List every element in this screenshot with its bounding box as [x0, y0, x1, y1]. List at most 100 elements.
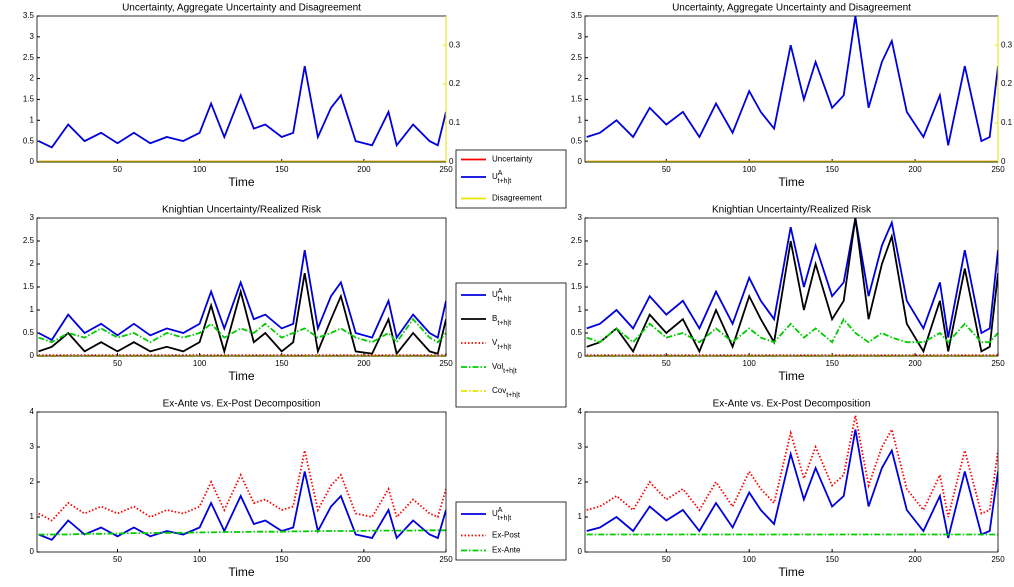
plot-frame [36, 217, 447, 357]
x-tick-label: 150 [275, 555, 289, 564]
x-axis-label: Time [778, 369, 805, 383]
x-tick-label: 150 [825, 165, 839, 174]
legend-label: Bt+h|t [492, 314, 511, 327]
x-tick-label: 150 [825, 359, 839, 368]
series-line [38, 250, 446, 342]
y-tick-label: 0.5 [23, 136, 35, 145]
y2-tick-label: 0.2 [449, 79, 461, 88]
x-tick-label: 150 [825, 555, 839, 564]
y-tick-label: 2.5 [23, 236, 35, 245]
legend-label: Covt+h|t [492, 386, 520, 399]
y-tick-label: 0 [578, 351, 583, 360]
y-tick-label: 1 [30, 115, 35, 124]
y-tick-label: 2 [578, 477, 583, 486]
x-tick-label: 200 [908, 555, 922, 564]
x-tick-label: 50 [662, 555, 671, 564]
x-tick-label: 150 [275, 359, 289, 368]
y2-tick-label: 0.2 [1001, 79, 1013, 88]
x-tick-label: 100 [193, 555, 207, 564]
x-tick-label: 200 [357, 359, 371, 368]
chart-title: Knightian Uncertainty/Realized Risk [162, 205, 322, 216]
y-tick-label: 2 [30, 477, 35, 486]
legend-label: UA t+h|t [492, 288, 511, 303]
x-axis-label: Time [228, 175, 255, 189]
x-axis-label: Time [778, 565, 805, 579]
x-tick-label: 250 [439, 555, 453, 564]
series-line [38, 529, 446, 536]
x-tick-label: 100 [743, 359, 757, 368]
series-line [586, 217, 998, 338]
legend-label: Vt+h|t [492, 338, 511, 351]
y-tick-label: 1.5 [23, 95, 35, 104]
series-line [586, 317, 998, 344]
y-tick-label: 3.5 [571, 11, 583, 20]
series-line [38, 471, 446, 541]
y-tick-label: 0.5 [23, 328, 35, 337]
legend-box [455, 282, 567, 408]
y-tick-label: 1 [30, 305, 35, 314]
series-line [586, 15, 998, 146]
y-tick-label: 2 [578, 259, 583, 268]
y2-tick-label: 0.3 [1001, 40, 1013, 49]
y-tick-label: 1 [578, 115, 583, 124]
y-tick-label: 4 [30, 407, 35, 416]
series-line [586, 217, 998, 354]
x-tick-label: 50 [662, 359, 671, 368]
series-line [38, 317, 446, 344]
legend-label: Ex-Ante [492, 546, 521, 555]
x-tick-label: 250 [439, 359, 453, 368]
y-tick-label: 0 [30, 157, 35, 166]
y-tick-label: 0 [30, 351, 35, 360]
y-tick-label: 2.5 [23, 53, 35, 62]
y-tick-label: 0.5 [571, 328, 583, 337]
chart-title: Uncertainty, Aggregate Uncertainty and D… [122, 3, 361, 14]
series-line [38, 273, 446, 356]
legend-label: Volt+h|t [492, 362, 517, 375]
chart-title: Knightian Uncertainty/Realized Risk [712, 205, 872, 216]
y-tick-label: 3 [578, 213, 583, 222]
y2-tick-label: 0.1 [449, 118, 461, 127]
x-tick-label: 250 [991, 165, 1005, 174]
x-tick-label: 50 [113, 165, 122, 174]
chart-title: Ex-Ante vs. Ex-Post Decomposition [163, 399, 321, 410]
series-line [38, 450, 446, 522]
y-tick-label: 1 [578, 305, 583, 314]
y-tick-label: 3 [30, 213, 35, 222]
plot-frame [584, 411, 999, 553]
x-tick-label: 200 [908, 165, 922, 174]
y-tick-label: 2 [30, 259, 35, 268]
y2-tick-label: 0 [449, 157, 454, 166]
x-tick-label: 50 [113, 555, 122, 564]
x-tick-label: 250 [439, 165, 453, 174]
y-tick-label: 0.5 [571, 136, 583, 145]
y-tick-label: 4 [578, 407, 583, 416]
x-axis-label: Time [778, 175, 805, 189]
y-tick-label: 3.5 [23, 11, 35, 20]
chart-title: Uncertainty, Aggregate Uncertainty and D… [672, 3, 911, 14]
x-tick-label: 100 [743, 555, 757, 564]
y2-tick-label: 0.1 [1001, 118, 1013, 127]
x-tick-label: 100 [743, 165, 757, 174]
y-tick-label: 0 [578, 157, 583, 166]
x-tick-label: 200 [357, 165, 371, 174]
plot-area [585, 412, 998, 552]
legend-label: Disagreement [492, 194, 543, 203]
y-tick-label: 1 [30, 512, 35, 521]
legend-label: Ex-Post [492, 531, 521, 540]
legend-label: UA t+h|t [492, 507, 511, 522]
chart-title: Ex-Ante vs. Ex-Post Decomposition [713, 399, 871, 410]
y2-tick-label: 0 [1001, 157, 1006, 166]
y-tick-label: 1.5 [23, 282, 35, 291]
y-tick-label: 0 [578, 547, 583, 556]
y-tick-label: 2 [578, 74, 583, 83]
x-tick-label: 200 [357, 555, 371, 564]
x-tick-label: 100 [193, 165, 207, 174]
legend-label: Uncertainty [492, 155, 532, 164]
x-tick-label: 150 [275, 165, 289, 174]
y-tick-label: 2.5 [571, 53, 583, 62]
y-tick-label: 2 [30, 74, 35, 83]
y-tick-label: 0 [30, 547, 35, 556]
y-tick-label: 1.5 [571, 95, 583, 104]
y-tick-label: 1.5 [571, 282, 583, 291]
